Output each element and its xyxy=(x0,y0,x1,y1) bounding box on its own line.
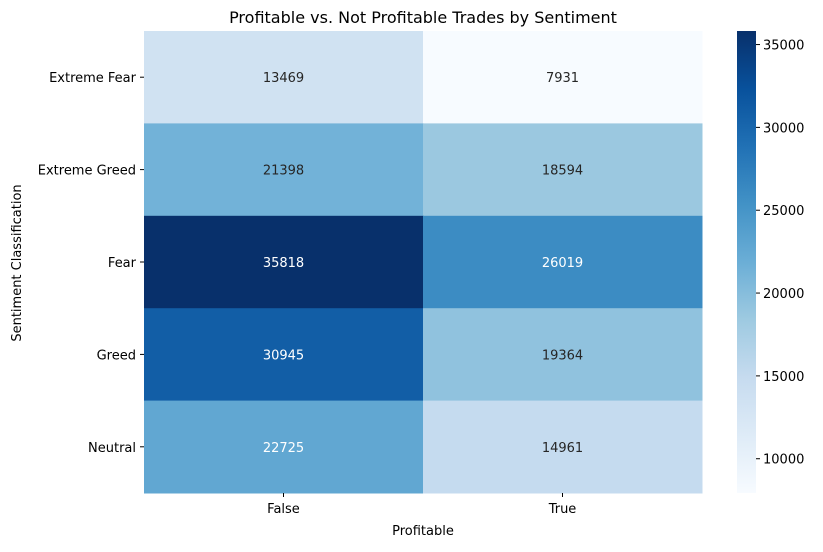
heatmap-cell xyxy=(423,400,703,494)
heatmap-cell xyxy=(423,123,703,217)
cell-value-label: 30945 xyxy=(263,348,304,363)
heatmap-cell xyxy=(144,400,424,494)
heatmap-cell xyxy=(423,31,703,124)
cell-value-label: 35818 xyxy=(263,256,304,271)
cell-value-label: 13469 xyxy=(263,71,304,86)
y-tick-label: Extreme Fear xyxy=(49,71,137,86)
y-tick-label: Fear xyxy=(108,256,137,271)
colorbar-tick-label: 35000 xyxy=(763,39,804,54)
colorbar xyxy=(737,31,756,493)
cell-value-label: 7931 xyxy=(546,71,579,86)
cell-value-label: 19364 xyxy=(542,348,583,363)
cell-value-label: 21398 xyxy=(263,164,304,179)
heatmap-cells: 13469 7931 21398 18594 35818 26019 30945 19364 2… xyxy=(144,31,703,494)
colorbar-tick-label: 10000 xyxy=(763,453,804,468)
heatmap-cell xyxy=(423,215,703,309)
y-axis-label: Sentiment Classification xyxy=(10,184,25,341)
x-tick-label: False xyxy=(267,502,300,517)
colorbar-ticks: 10000 15000 20000 25000 30000 35000 xyxy=(756,39,804,468)
y-tick-label: Extreme Greed xyxy=(38,164,136,179)
y-tick-label: Neutral xyxy=(88,441,136,456)
cell-value-label: 26019 xyxy=(542,256,583,271)
colorbar-tick-label: 20000 xyxy=(763,287,804,302)
colorbar-tick-label: 15000 xyxy=(763,370,804,385)
heatmap-cell xyxy=(144,123,424,217)
x-axis-label: Profitable xyxy=(392,524,454,539)
chart-title: Profitable vs. Not Profitable Trades by … xyxy=(229,8,617,27)
cell-value-label: 22725 xyxy=(263,441,304,456)
heatmap-cell xyxy=(144,31,424,124)
x-tick-label: True xyxy=(548,502,577,517)
colorbar-tick-label: 25000 xyxy=(763,204,804,219)
y-tick-label: Greed xyxy=(97,348,136,363)
heatmap-cell xyxy=(144,308,424,402)
heatmap-cell xyxy=(144,215,424,309)
x-tick-labels: False True xyxy=(267,493,576,517)
cell-value-label: 18594 xyxy=(542,164,583,179)
y-tick-labels: Extreme Fear Extreme Greed Fear Greed Neutra… xyxy=(38,71,144,456)
cell-value-label: 14961 xyxy=(542,441,583,456)
colorbar-tick-label: 30000 xyxy=(763,121,804,136)
heatmap-cell xyxy=(423,308,703,402)
